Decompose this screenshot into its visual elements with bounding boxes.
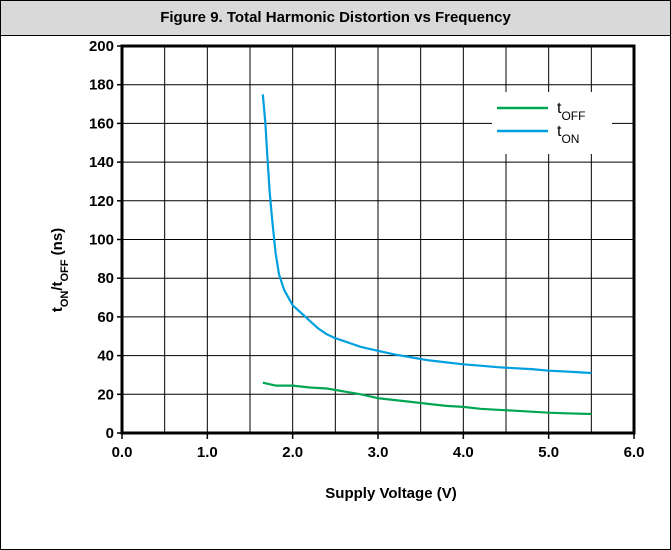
y-tick-label: 40 <box>97 348 114 365</box>
y-tick-label: 80 <box>97 270 114 287</box>
x-tick-label: 5.0 <box>538 444 559 461</box>
y-tick-label: 0 <box>106 425 114 442</box>
x-tick-label: 4.0 <box>453 444 474 461</box>
legend-box <box>492 92 612 154</box>
x-tick-label: 0.0 <box>112 444 133 461</box>
y-tick-label: 100 <box>89 232 114 249</box>
legend: tOFF tON <box>492 92 612 154</box>
x-tick-label: 6.0 <box>624 444 645 461</box>
x-axis-title: Supply Voltage (V) <box>325 485 456 502</box>
y-tick-label: 200 <box>89 38 114 55</box>
y-tick-label: 120 <box>89 193 114 210</box>
y-tick-label: 180 <box>89 77 114 94</box>
series-line-off <box>263 383 592 414</box>
x-tick-label: 3.0 <box>368 444 389 461</box>
y-axis-title: tON/tOFF (ns) <box>49 228 71 312</box>
y-tick-label: 60 <box>97 309 114 326</box>
y-tick-label: 160 <box>89 115 114 132</box>
y-tick-label: 140 <box>89 154 114 171</box>
y-tick-label: 20 <box>97 386 114 403</box>
x-tick-label: 2.0 <box>282 444 303 461</box>
x-tick-label: 1.0 <box>197 444 218 461</box>
